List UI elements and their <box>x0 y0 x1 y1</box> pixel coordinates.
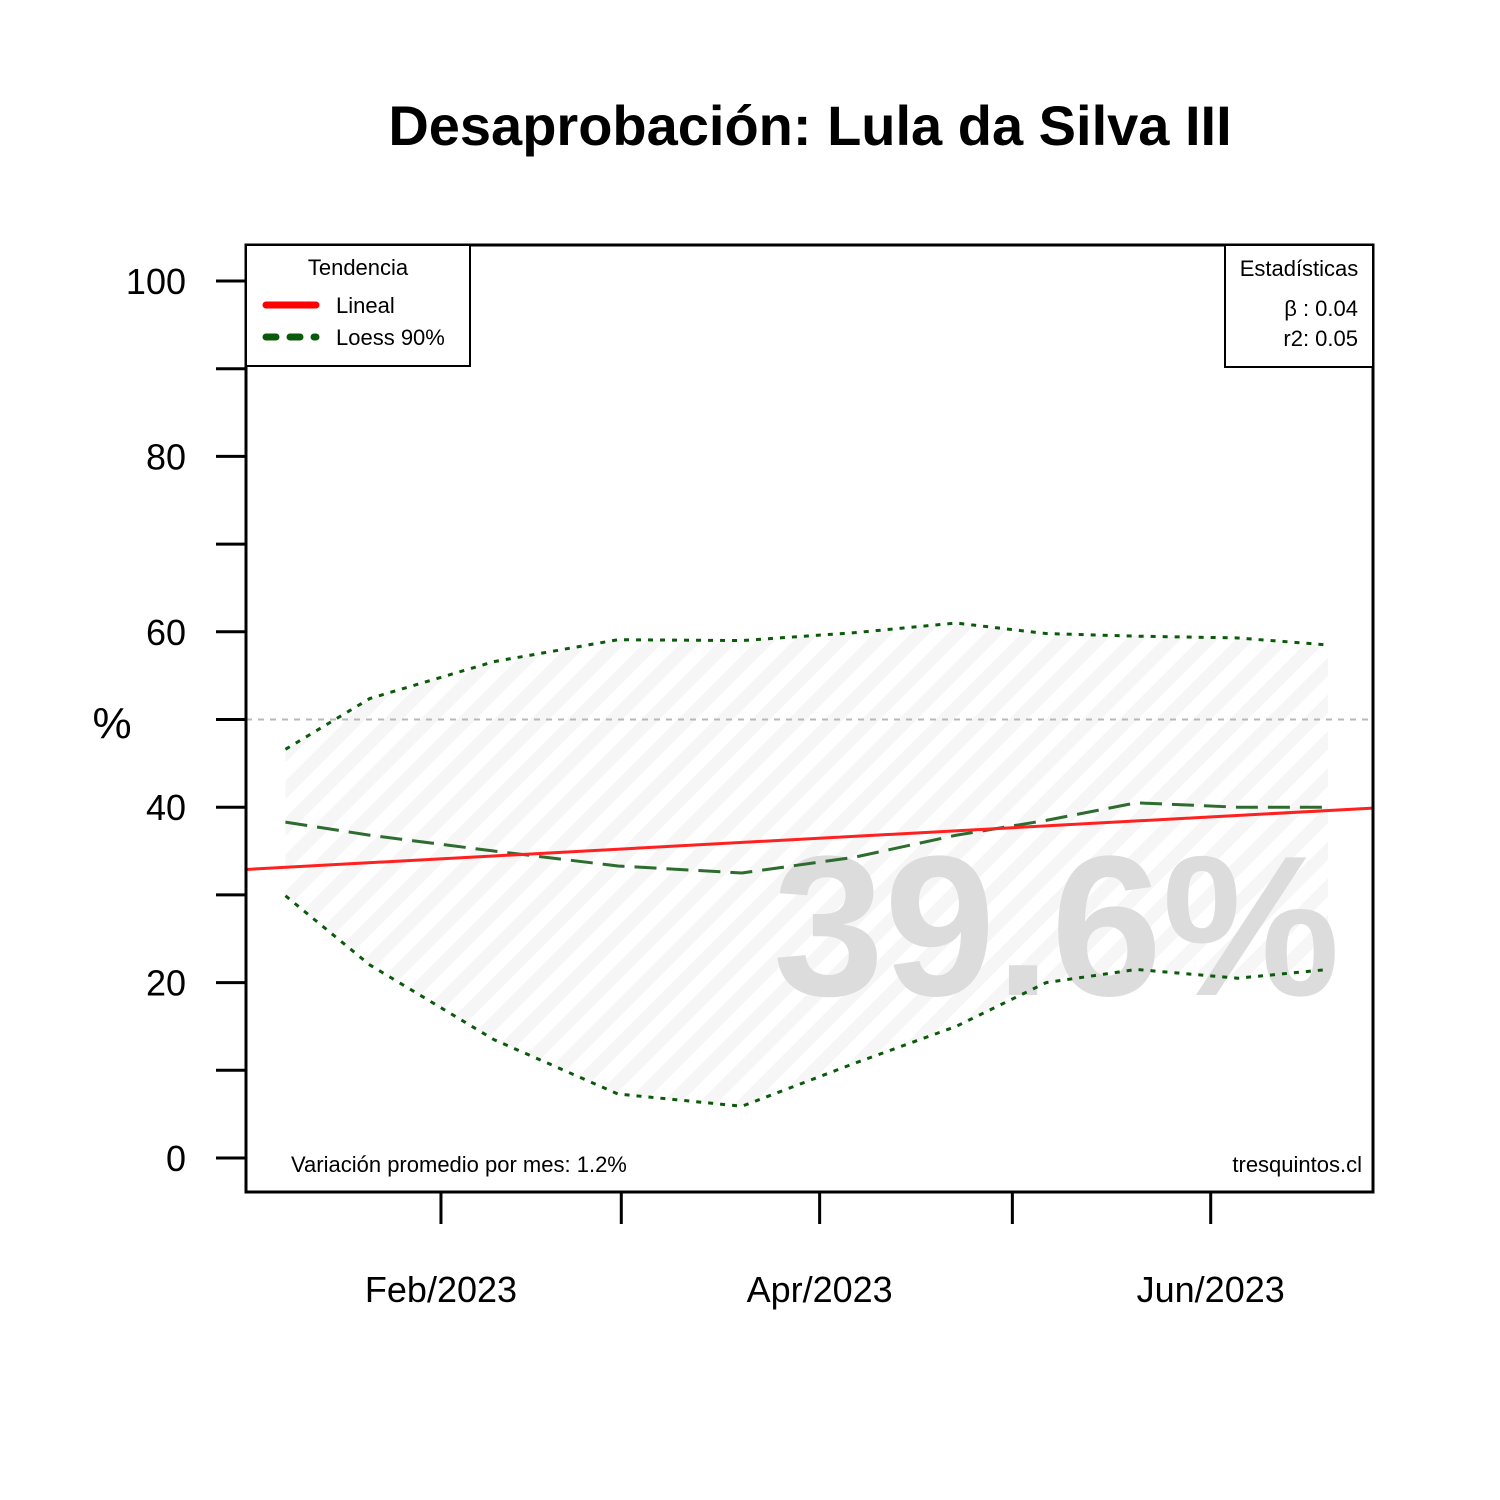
x-tick-label: Jun/2023 <box>1137 1269 1285 1310</box>
stats-frame <box>1224 244 1374 368</box>
legend: Tendencia Lineal Loess 90% <box>245 244 471 367</box>
y-axis-label: % <box>92 699 131 748</box>
y-tick-label: 60 <box>146 612 186 653</box>
footer-variation: Variación promedio por mes: 1.2% <box>291 1152 627 1177</box>
y-tick-label: 80 <box>146 436 186 477</box>
linear-trend-line <box>246 806 1373 871</box>
x-tick-label: Apr/2023 <box>747 1269 893 1310</box>
lower-bound-line <box>284 894 1329 1108</box>
stats-title: Estadísticas <box>1240 256 1359 281</box>
chart-title: Desaprobación: Lula da Silva III <box>388 94 1231 157</box>
upper-bound-line <box>284 621 1329 751</box>
stats-beta: β : 0.04 <box>1284 296 1358 321</box>
y-axis: 0 20 40 60 80 100 <box>126 261 246 1179</box>
footer-source: tresquintos.cl <box>1232 1152 1362 1177</box>
stats-box: Estadísticas β : 0.04 r2: 0.05 <box>1224 244 1374 368</box>
y-tick-label: 40 <box>146 787 186 828</box>
y-tick-label: 0 <box>166 1138 186 1179</box>
watermark-value: 39.6% <box>773 815 1340 1038</box>
legend-label-lineal: Lineal <box>336 293 395 318</box>
stats-r2: r2: 0.05 <box>1283 326 1358 351</box>
y-tick-label: 100 <box>126 261 186 302</box>
y-tick-label: 20 <box>146 963 186 1004</box>
x-axis: Feb/2023 Apr/2023 Jun/2023 <box>365 1192 1285 1310</box>
legend-label-loess: Loess 90% <box>336 325 445 350</box>
legend-title: Tendencia <box>308 255 409 280</box>
x-tick-label: Feb/2023 <box>365 1269 517 1310</box>
loess-line <box>285 801 1328 875</box>
